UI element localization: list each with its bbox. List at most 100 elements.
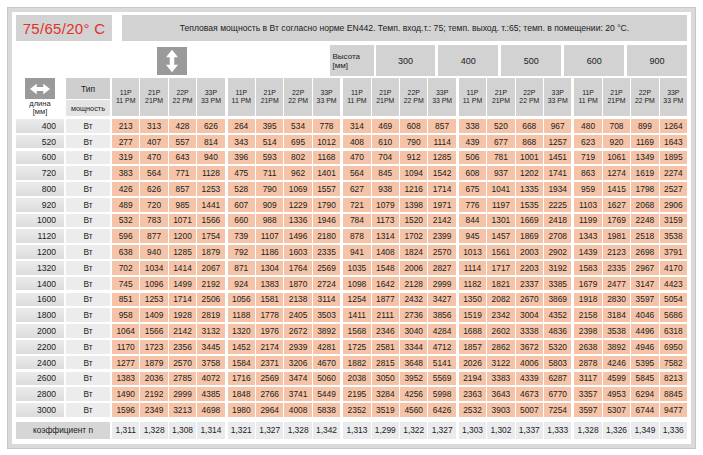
power-cell: 514	[256, 135, 283, 149]
power-cell: 532	[112, 214, 139, 228]
row-values: 8511253171425061056158121383114125418772…	[112, 293, 687, 307]
value-group: 1182182123373385	[459, 277, 572, 291]
power-cell: 1821	[487, 277, 514, 291]
power-cell: 711	[256, 166, 283, 180]
power-cell: 489	[112, 198, 139, 212]
coefficient-group: 1,3211,3271,3281,342	[228, 422, 341, 439]
power-cell: 1946	[313, 214, 340, 228]
value-group: 745109614992192	[112, 277, 225, 291]
power-cell: 2902	[544, 245, 571, 259]
power-cell: 2570	[428, 245, 455, 259]
power-cell: 3952	[400, 372, 427, 386]
power-cell: 2335	[603, 261, 630, 275]
coefficient-value: 1,308	[169, 422, 196, 439]
unit-watt-label: Вт	[66, 387, 110, 401]
row-values: 4897209851441607909122917907211079139819…	[112, 198, 687, 212]
power-cell: 940	[140, 245, 167, 259]
power-cell: 1383	[256, 277, 283, 291]
coefficient-value: 1,326	[603, 422, 630, 439]
power-cell: 4246	[603, 356, 630, 370]
row-length-label: 1400	[16, 277, 64, 291]
value-group: 721107913981971	[343, 198, 456, 212]
height-label: Высота	[333, 52, 374, 61]
power-cell: 1170	[112, 340, 139, 354]
power-cell: 3344	[400, 340, 427, 354]
value-group: 338520668967	[459, 119, 572, 133]
power-cell: 1277	[112, 356, 139, 370]
power-cell: 4256	[400, 387, 427, 401]
power-cell: 844	[459, 214, 486, 228]
power-cell: 1716	[228, 372, 255, 386]
power-cell: 3503	[313, 308, 340, 322]
power-cell: 739	[228, 229, 255, 243]
power-cell: 3445	[197, 340, 224, 354]
power-cell: 1566	[197, 214, 224, 228]
value-group: 1490219229994385	[112, 387, 225, 401]
type-column-header: 21P21PM	[372, 78, 399, 116]
table-row: 400Вт21331342862626439553477831446960885…	[16, 119, 687, 133]
power-cell: 428	[169, 119, 196, 133]
power-cell: 4423	[660, 277, 687, 291]
power-cell: 1619	[631, 166, 658, 180]
value-group: 2363364346736770	[459, 387, 572, 401]
power-cell: 863	[574, 166, 601, 180]
power-cell: 1254	[343, 293, 370, 307]
power-cell: 1350	[459, 293, 486, 307]
power-cell: 2337	[516, 277, 543, 291]
power-cell: 781	[487, 151, 514, 165]
power-cell: 708	[603, 119, 630, 133]
power-cell: 407	[140, 135, 167, 149]
power-cell: 2174	[256, 340, 283, 354]
power-cell: 1457	[487, 229, 514, 243]
value-group: 2638389249466950	[574, 340, 687, 354]
value-group: 2194338343396287	[459, 372, 572, 386]
table-row: 1600Вт8511253171425061056158121383114125…	[16, 293, 687, 307]
power-cell: 920	[603, 135, 630, 149]
value-group: 1343198125183538	[574, 229, 687, 243]
power-cell: 1071	[169, 214, 196, 228]
power-cell: 1335	[516, 182, 543, 196]
height-group-header: 500	[501, 45, 561, 76]
power-cell: 6426	[428, 403, 455, 417]
value-group: 2532390350077254	[459, 403, 572, 417]
row-values: 1383203627854072171625693474506020383050…	[112, 372, 687, 386]
power-cell: 1034	[140, 261, 167, 275]
power-cell: 4953	[603, 387, 630, 401]
row-values: 1277187925703758158423713206467018822815…	[112, 356, 687, 370]
power-cell: 1688	[459, 324, 486, 338]
power-cell: 593	[256, 151, 283, 165]
power-cell: 1627	[603, 198, 630, 212]
type-column-header: 21P21PM	[603, 78, 630, 116]
power-cell: 1702	[400, 229, 427, 243]
power-cell: 677	[487, 135, 514, 149]
value-group: 2352351945606426	[343, 403, 456, 417]
power-cell: 643	[169, 151, 196, 165]
power-cell: 475	[228, 166, 255, 180]
power-cell: 1542	[428, 166, 455, 180]
unit-watt-label: Вт	[66, 135, 110, 149]
coefficient-value: 1,333	[544, 422, 571, 439]
power-cell: 3597	[631, 293, 658, 307]
power-cell: 1336	[284, 214, 311, 228]
power-cell: 2225	[544, 198, 571, 212]
power-cell: 1723	[140, 340, 167, 354]
power-cell: 608	[400, 119, 427, 133]
table-row: 2400Вт1277187925703758158423713206467018…	[16, 356, 687, 370]
value-group: 4707049121285	[343, 151, 456, 165]
table-row: 2800Вт1490219229994385184827663741544921…	[16, 387, 687, 401]
power-cell: 314	[343, 119, 370, 133]
power-cell: 899	[631, 119, 658, 133]
power-cell: 1568	[343, 324, 370, 338]
height-groups: 300400500600900	[376, 45, 688, 76]
table-row: 3000Вт1596234932134698198029644008583823…	[16, 403, 687, 417]
power-cell: 1824	[400, 245, 427, 259]
value-group: 62793812161714	[343, 182, 456, 196]
value-group: 1411211127363856	[343, 308, 456, 322]
left-right-arrow-icon	[25, 78, 55, 99]
power-cell: 1870	[284, 277, 311, 291]
type-group: 11P11 PM21P21PM22P22 PM33P33 PM	[459, 78, 572, 116]
power-cell: 3159	[660, 214, 687, 228]
power-cell: 6770	[544, 387, 571, 401]
power-cell: 2698	[631, 245, 658, 259]
power-cell: 469	[372, 119, 399, 133]
